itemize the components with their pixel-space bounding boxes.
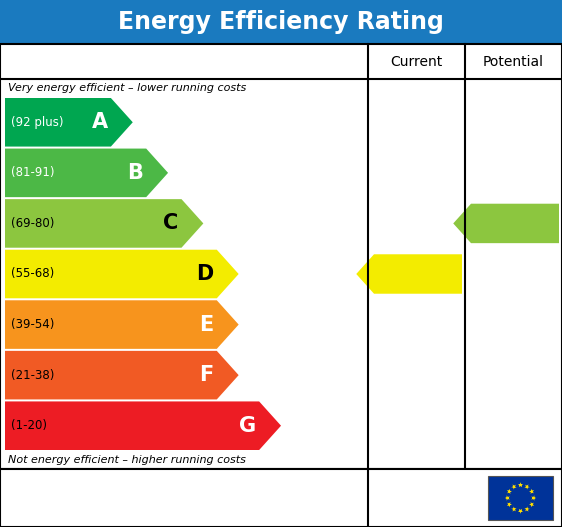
Text: E: E [200,315,214,335]
Polygon shape [511,506,516,512]
Bar [0,0,562,44]
Bar [488,476,553,520]
Polygon shape [5,351,239,399]
Text: Not energy efficient – higher running costs: Not energy efficient – higher running co… [8,455,246,465]
Text: (55-68): (55-68) [11,268,55,280]
Text: C: C [163,213,179,233]
Text: Energy Efficiency Rating: Energy Efficiency Rating [118,10,444,34]
Text: G: G [239,416,256,436]
Polygon shape [507,489,512,494]
Text: Current: Current [391,54,443,69]
Polygon shape [5,199,203,248]
Text: (69-80): (69-80) [11,217,55,230]
Polygon shape [5,300,239,349]
Text: (81-91): (81-91) [11,167,55,179]
Polygon shape [5,98,133,147]
Polygon shape [529,502,534,508]
Polygon shape [453,204,559,243]
Bar [0,44,562,469]
Text: D: D [197,264,214,284]
Polygon shape [531,495,536,501]
Polygon shape [524,484,530,490]
Text: Very energy efficient – lower running costs: Very energy efficient – lower running co… [8,83,246,93]
Text: (39-54): (39-54) [11,318,55,331]
Text: Potential: Potential [483,54,544,69]
Polygon shape [356,254,462,294]
Text: EU Directive
2002/91/EC: EU Directive 2002/91/EC [380,481,466,515]
Text: 59: 59 [402,265,427,283]
Polygon shape [5,250,239,298]
Polygon shape [505,495,510,501]
Polygon shape [518,509,523,514]
Text: (92 plus): (92 plus) [11,116,64,129]
Polygon shape [507,502,512,508]
Text: (1-20): (1-20) [11,419,47,432]
Bar [0,469,562,527]
Polygon shape [5,402,281,450]
Polygon shape [511,484,516,490]
Text: B: B [128,163,143,183]
Polygon shape [5,149,168,197]
Polygon shape [529,489,534,494]
Text: England & Wales: England & Wales [12,488,210,508]
Text: 76: 76 [498,214,524,232]
Text: (21-38): (21-38) [11,369,55,382]
Text: A: A [92,112,108,132]
Text: F: F [200,365,214,385]
Polygon shape [518,482,523,487]
Polygon shape [524,506,530,512]
